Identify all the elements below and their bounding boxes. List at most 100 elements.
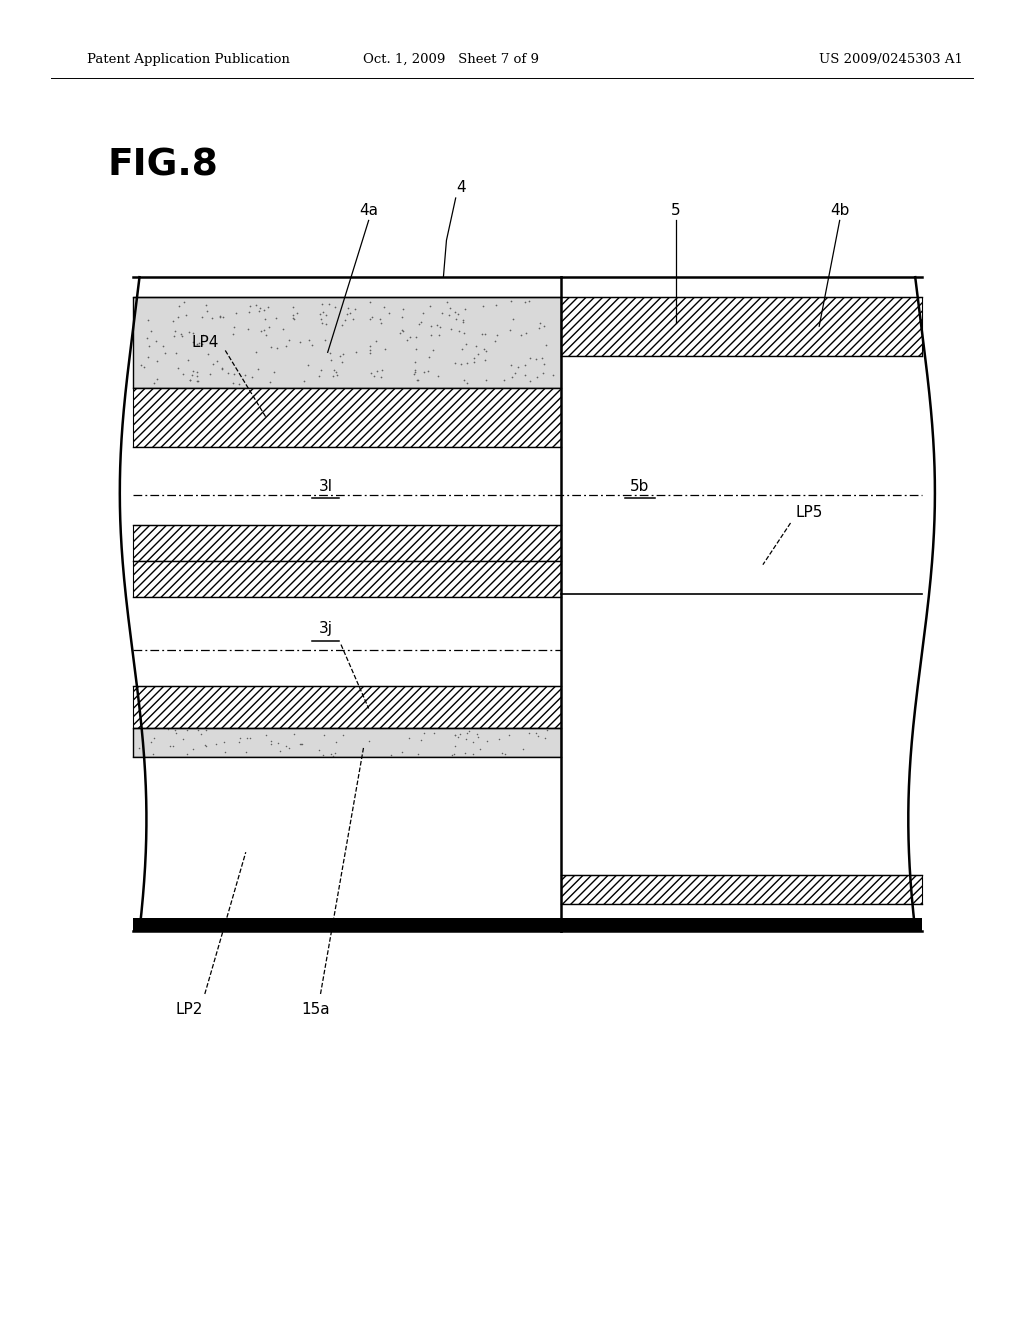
Point — [361, 339, 378, 360]
Point — [368, 330, 384, 351]
Point — [328, 742, 344, 763]
Point — [183, 364, 200, 385]
Point — [296, 370, 312, 391]
Point — [286, 309, 302, 330]
Point — [293, 734, 309, 755]
Point — [442, 298, 459, 319]
Point — [279, 335, 295, 356]
Point — [423, 325, 439, 346]
Point — [446, 735, 463, 756]
Point — [478, 370, 495, 391]
Point — [181, 370, 198, 391]
Point — [157, 342, 173, 363]
Point — [315, 301, 332, 322]
Point — [244, 367, 260, 388]
Point — [361, 342, 378, 363]
Point — [301, 329, 317, 350]
Point — [410, 370, 426, 391]
Point — [425, 339, 441, 360]
Point — [510, 356, 526, 378]
Point — [232, 727, 249, 748]
Point — [216, 731, 232, 752]
Point — [475, 296, 492, 317]
Point — [173, 323, 189, 345]
Text: Patent Application Publication: Patent Application Publication — [87, 53, 290, 66]
Point — [281, 738, 297, 759]
Point — [367, 366, 383, 387]
Bar — [133, 277, 561, 931]
Point — [312, 359, 329, 380]
Point — [325, 364, 341, 385]
Point — [175, 292, 191, 313]
Point — [362, 362, 379, 383]
Point — [166, 719, 182, 741]
Point — [539, 719, 555, 741]
Point — [361, 335, 378, 356]
Point — [212, 306, 228, 327]
Point — [364, 306, 380, 327]
Point — [248, 342, 264, 363]
Text: 3j: 3j — [318, 622, 333, 636]
Point — [168, 342, 184, 363]
Point — [175, 363, 191, 384]
Text: 4a: 4a — [359, 203, 378, 218]
Point — [335, 343, 351, 364]
Point — [193, 723, 209, 744]
Point — [362, 309, 379, 330]
Point — [208, 734, 224, 755]
Point — [472, 739, 488, 760]
Point — [313, 313, 330, 334]
Point — [215, 306, 231, 327]
Point — [446, 725, 463, 746]
Point — [238, 742, 254, 763]
Bar — [133, 388, 561, 447]
Point — [312, 304, 329, 325]
Point — [457, 370, 473, 391]
Text: Oct. 1, 2009   Sheet 7 of 9: Oct. 1, 2009 Sheet 7 of 9 — [362, 53, 539, 66]
Point — [393, 742, 410, 763]
Bar — [133, 758, 561, 917]
Point — [217, 742, 233, 763]
Point — [382, 744, 398, 766]
Point — [145, 727, 162, 748]
Point — [240, 319, 256, 341]
Point — [461, 721, 477, 742]
Point — [179, 350, 196, 371]
Point — [347, 298, 364, 319]
Point — [189, 719, 206, 741]
Point — [323, 743, 339, 764]
Point — [446, 352, 463, 374]
Text: LP4: LP4 — [191, 335, 218, 350]
Bar — [133, 297, 561, 388]
Point — [278, 735, 294, 756]
Point — [501, 725, 517, 746]
Point — [170, 296, 186, 317]
Point — [517, 354, 534, 375]
Point — [372, 309, 388, 330]
Point — [263, 733, 280, 754]
Point — [313, 293, 330, 314]
Point — [190, 371, 207, 392]
Point — [262, 337, 279, 358]
Point — [469, 723, 485, 744]
Point — [329, 364, 345, 385]
Text: 4b: 4b — [830, 203, 849, 218]
Point — [271, 741, 288, 762]
Point — [285, 297, 301, 318]
Point — [322, 343, 338, 364]
Point — [211, 305, 227, 326]
Point — [503, 290, 519, 312]
Point — [328, 731, 344, 752]
Point — [155, 335, 171, 356]
Point — [401, 727, 418, 748]
Point — [507, 362, 523, 383]
Point — [139, 309, 156, 330]
Point — [314, 744, 331, 766]
Point — [521, 371, 538, 392]
Point — [292, 331, 308, 352]
Point — [195, 306, 211, 327]
Point — [479, 730, 496, 751]
Point — [327, 297, 343, 318]
Point — [225, 323, 242, 345]
Point — [165, 310, 181, 331]
